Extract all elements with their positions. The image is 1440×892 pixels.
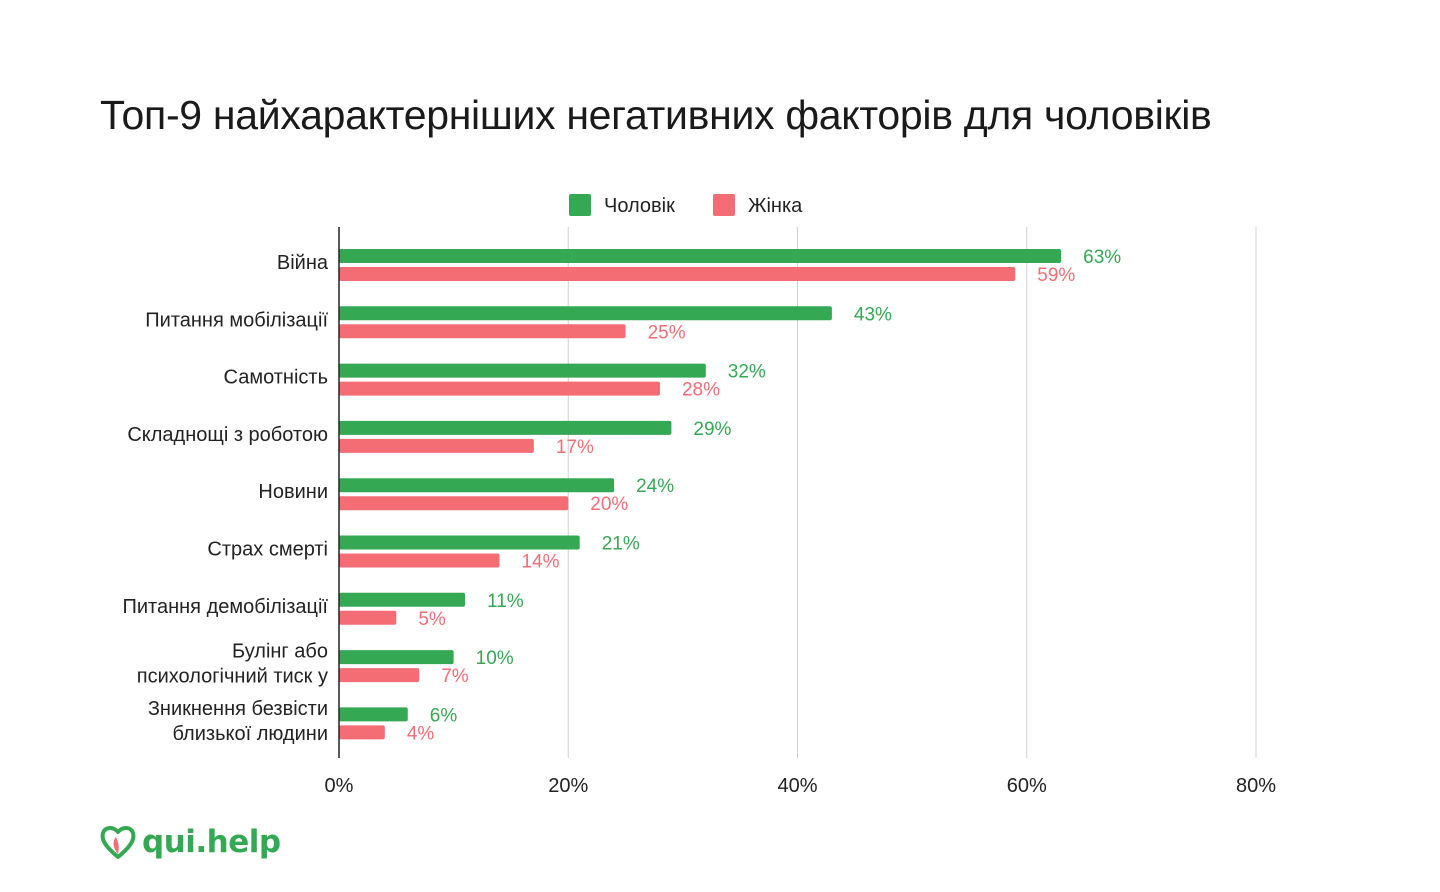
x-tick-label: 20% bbox=[548, 775, 588, 797]
bar-men bbox=[339, 707, 408, 722]
bar-men bbox=[339, 650, 454, 665]
bars bbox=[339, 249, 1062, 740]
x-tick-label: 60% bbox=[1007, 775, 1047, 797]
category-label: Булінг або bbox=[232, 641, 328, 663]
bar-men bbox=[339, 592, 466, 607]
chart-title: Топ-9 найхарактерніших негативних фактор… bbox=[100, 92, 1212, 138]
value-label-women: 20% bbox=[590, 494, 628, 515]
value-label-men: 29% bbox=[693, 419, 731, 440]
value-labels: 63% 59% 43% 25% 32% 28% 29% 17% 24% 20% 21% 14% 11% 5… bbox=[407, 247, 1121, 744]
x-tick-label: 0% bbox=[325, 775, 354, 797]
value-label-men: 32% bbox=[728, 362, 766, 383]
value-label-men: 6% bbox=[430, 705, 458, 726]
bar-men bbox=[339, 535, 580, 550]
value-label-women: 28% bbox=[682, 380, 720, 401]
bar-women bbox=[339, 267, 1016, 281]
value-label-women: 4% bbox=[407, 723, 435, 744]
category-label: Новини bbox=[258, 481, 328, 503]
value-label-women: 25% bbox=[648, 322, 686, 343]
bar-women bbox=[339, 553, 500, 568]
x-tick-labels: 0% 20% 40% 60% 80% bbox=[325, 775, 1277, 797]
value-label-women: 17% bbox=[556, 437, 594, 458]
bar-women bbox=[339, 668, 420, 683]
bar-women bbox=[339, 725, 385, 740]
legend-label-women: Жінка bbox=[748, 195, 803, 217]
bar-men bbox=[339, 306, 832, 321]
bar-men bbox=[339, 249, 1062, 263]
category-label: Складнощі з роботою bbox=[127, 424, 328, 446]
value-label-women: 14% bbox=[521, 552, 559, 573]
bar-women bbox=[339, 438, 534, 453]
value-label-men: 21% bbox=[602, 534, 640, 555]
value-label-men: 10% bbox=[476, 648, 514, 669]
heart-icon bbox=[100, 826, 136, 859]
logo: qui.help bbox=[100, 820, 281, 864]
category-label: Страх смерті bbox=[207, 539, 328, 561]
x-tick-label: 80% bbox=[1236, 775, 1276, 797]
x-tick-label: 40% bbox=[777, 775, 817, 797]
legend: Чоловік Жінка bbox=[569, 194, 803, 217]
category-label: Питання демобілізації bbox=[122, 596, 328, 618]
bar-women bbox=[339, 496, 569, 511]
value-label-men: 43% bbox=[854, 304, 892, 325]
category-label: Війна bbox=[277, 252, 329, 274]
category-labels: Війна Питання мобілізації Самотність Складн… bbox=[122, 252, 328, 745]
legend-swatch-women bbox=[713, 194, 735, 216]
value-label-women: 5% bbox=[418, 609, 446, 630]
bar-women bbox=[339, 381, 660, 396]
value-label-men: 63% bbox=[1083, 247, 1121, 268]
value-label-men: 24% bbox=[636, 476, 674, 497]
bar-women bbox=[339, 324, 626, 339]
category-label: Самотність bbox=[224, 367, 328, 389]
logo-text: qui.help bbox=[142, 824, 281, 860]
bar-men bbox=[339, 420, 672, 435]
category-label: психологічний тиск у bbox=[137, 666, 328, 688]
bar-women bbox=[339, 610, 397, 625]
category-label: Питання мобілізації bbox=[145, 309, 328, 331]
value-label-women: 59% bbox=[1037, 265, 1075, 286]
bar-men bbox=[339, 478, 615, 493]
category-label: близької людини bbox=[173, 723, 329, 745]
category-label: Зникнення безвісти bbox=[148, 698, 328, 720]
legend-swatch-men bbox=[569, 194, 591, 216]
bar-men bbox=[339, 363, 706, 378]
legend-label-men: Чоловік bbox=[604, 195, 675, 217]
value-label-women: 7% bbox=[441, 666, 469, 687]
value-label-men: 11% bbox=[487, 591, 524, 612]
